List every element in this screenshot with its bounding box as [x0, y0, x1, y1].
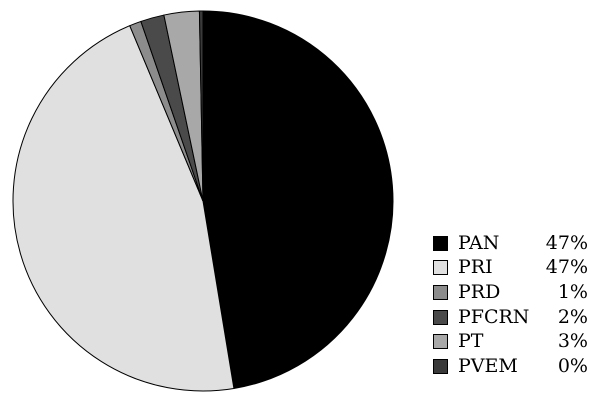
pie-slice-pri	[12, 25, 235, 392]
legend-label: PFCRN	[458, 305, 530, 328]
legend-item-prd: PRD 1%	[433, 280, 588, 305]
legend-item-pri: PRI 47%	[433, 256, 588, 281]
pie-slice-pan	[202, 10, 394, 389]
legend-swatch	[433, 334, 448, 350]
legend-swatch	[433, 309, 448, 325]
legend-label: PAN	[458, 231, 500, 254]
legend-item-pt: PT 3%	[433, 329, 588, 354]
pie-slice-pvem	[198, 10, 204, 202]
legend-item-pfcrn: PFCRN 2%	[433, 305, 588, 330]
legend-swatch	[433, 284, 448, 300]
legend-percent: 47%	[545, 231, 588, 254]
legend-item-pan: PAN 47%	[433, 231, 588, 256]
legend-swatch	[433, 358, 448, 374]
legend-label: PRI	[458, 256, 493, 279]
legend-percent: 0%	[557, 354, 588, 377]
legend-percent: 47%	[545, 256, 588, 279]
legend-swatch	[433, 235, 448, 251]
legend: PAN 47% PRI 47% PRD 1% PFCRN 2% PT 3% PVEM 0%	[433, 231, 588, 379]
legend-item-pvem: PVEM 0%	[433, 354, 588, 379]
legend-label: PT	[458, 330, 484, 353]
legend-percent: 1%	[557, 280, 588, 303]
pie-slices	[12, 10, 394, 392]
legend-label: PRD	[458, 280, 501, 303]
legend-percent: 3%	[557, 330, 588, 353]
legend-percent: 2%	[557, 305, 588, 328]
legend-label: PVEM	[458, 354, 518, 377]
legend-swatch	[433, 260, 448, 276]
